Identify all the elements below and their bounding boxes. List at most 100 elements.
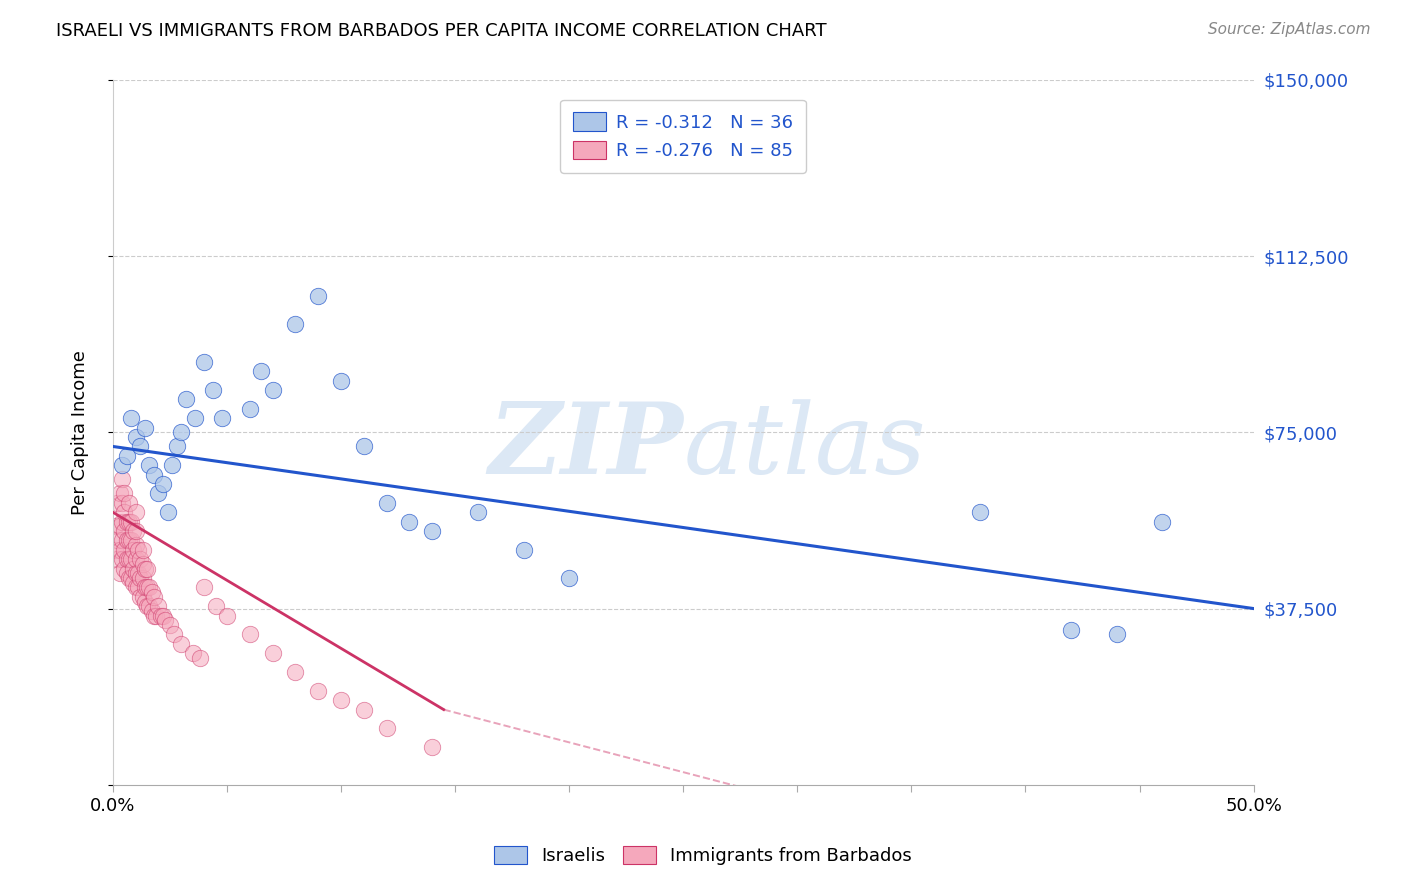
Point xyxy=(122,575,145,590)
Point xyxy=(239,401,262,416)
Point xyxy=(118,571,141,585)
Point xyxy=(127,581,149,595)
Point xyxy=(138,581,160,595)
Point xyxy=(115,566,138,581)
Text: ISRAELI VS IMMIGRANTS FROM BARBADOS PER CAPITA INCOME CORRELATION CHART: ISRAELI VS IMMIGRANTS FROM BARBADOS PER … xyxy=(56,22,827,40)
Legend: R = -0.312   N = 36, R = -0.276   N = 85: R = -0.312 N = 36, R = -0.276 N = 85 xyxy=(561,100,806,172)
Point xyxy=(398,515,420,529)
Point xyxy=(184,411,207,425)
Point xyxy=(149,608,172,623)
Point xyxy=(107,496,129,510)
Point xyxy=(141,604,163,618)
Point xyxy=(129,571,152,585)
Point xyxy=(124,581,146,595)
Point xyxy=(1152,515,1174,529)
Point xyxy=(122,524,145,538)
Point xyxy=(166,440,188,454)
Point xyxy=(250,364,273,378)
Text: Source: ZipAtlas.com: Source: ZipAtlas.com xyxy=(1208,22,1371,37)
Point xyxy=(138,599,160,614)
Point xyxy=(112,524,135,538)
Point xyxy=(160,458,183,473)
Point xyxy=(155,613,177,627)
Point xyxy=(120,533,142,548)
Point xyxy=(188,651,211,665)
Point xyxy=(136,581,159,595)
Point xyxy=(353,440,375,454)
Point xyxy=(239,627,262,641)
Point xyxy=(120,411,142,425)
Point xyxy=(134,561,156,575)
Point xyxy=(284,665,307,679)
Point xyxy=(170,637,193,651)
Point xyxy=(262,646,284,660)
Point xyxy=(104,542,127,557)
Point xyxy=(262,383,284,397)
Point xyxy=(152,477,174,491)
Point xyxy=(118,552,141,566)
Point xyxy=(420,740,443,755)
Point xyxy=(118,515,141,529)
Text: atlas: atlas xyxy=(683,399,927,494)
Point xyxy=(111,552,134,566)
Point xyxy=(148,486,170,500)
Point xyxy=(107,552,129,566)
Point xyxy=(1105,627,1128,641)
Point xyxy=(120,515,142,529)
Point xyxy=(111,458,134,473)
Point xyxy=(107,533,129,548)
Point xyxy=(120,552,142,566)
Point xyxy=(122,542,145,557)
Point xyxy=(215,608,238,623)
Point xyxy=(124,430,146,444)
Y-axis label: Per Capita Income: Per Capita Income xyxy=(72,350,89,515)
Point xyxy=(170,425,193,440)
Point xyxy=(375,722,398,736)
Point xyxy=(118,496,141,510)
Point xyxy=(112,486,135,500)
Point xyxy=(111,496,134,510)
Point xyxy=(152,608,174,623)
Point xyxy=(193,581,215,595)
Point xyxy=(353,702,375,716)
Point xyxy=(134,420,156,434)
Point xyxy=(181,646,204,660)
Point xyxy=(211,411,233,425)
Point xyxy=(112,542,135,557)
Legend: Israelis, Immigrants from Barbados: Israelis, Immigrants from Barbados xyxy=(486,838,920,872)
Point xyxy=(1060,623,1083,637)
Point xyxy=(129,590,152,604)
Point xyxy=(108,519,131,533)
Point xyxy=(375,496,398,510)
Point xyxy=(142,590,165,604)
Point xyxy=(118,533,141,548)
Point xyxy=(284,318,307,332)
Point xyxy=(131,557,153,571)
Point xyxy=(148,599,170,614)
Point xyxy=(131,571,153,585)
Point xyxy=(108,566,131,581)
Point xyxy=(141,585,163,599)
Point xyxy=(111,515,134,529)
Point xyxy=(202,383,225,397)
Point xyxy=(159,618,181,632)
Point xyxy=(111,472,134,486)
Point xyxy=(330,374,353,388)
Point xyxy=(129,440,152,454)
Point xyxy=(558,571,581,585)
Point xyxy=(142,467,165,482)
Point xyxy=(330,693,353,707)
Point xyxy=(145,608,167,623)
Point xyxy=(129,552,152,566)
Point xyxy=(120,571,142,585)
Point xyxy=(307,683,329,698)
Point xyxy=(115,515,138,529)
Point xyxy=(112,505,135,519)
Point xyxy=(104,519,127,533)
Point xyxy=(124,552,146,566)
Point xyxy=(136,599,159,614)
Point xyxy=(108,486,131,500)
Point xyxy=(156,505,179,519)
Point xyxy=(124,566,146,581)
Point xyxy=(420,524,443,538)
